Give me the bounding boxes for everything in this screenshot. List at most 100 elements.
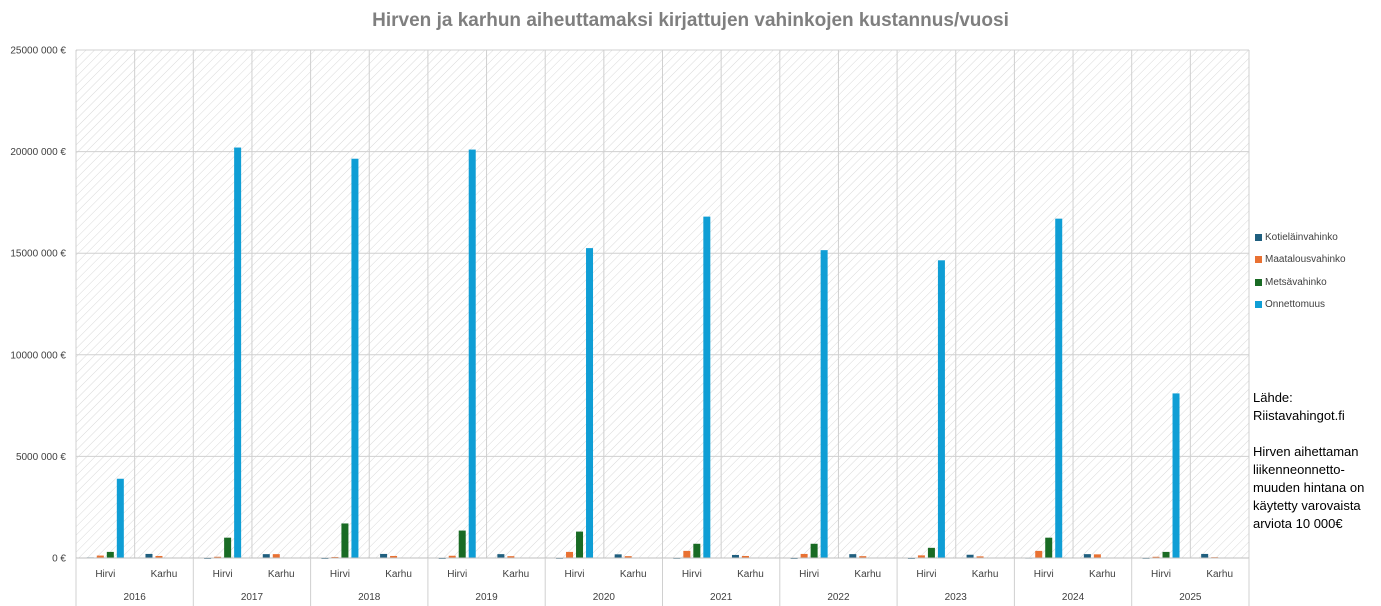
legend-label: Kotieläinvahinko	[1265, 231, 1338, 243]
x-tick-label-animal: Hirvi	[1151, 569, 1171, 580]
x-tick-label-animal: Karhu	[972, 569, 999, 580]
x-tick-label-animal: Hirvi	[447, 569, 467, 580]
bar-Maatalousvahinko	[155, 555, 163, 558]
bar-Kotieläinvahinko	[497, 554, 505, 558]
bar-Maatalousvahinko	[800, 553, 808, 558]
bar-Maatalousvahinko	[566, 551, 574, 558]
y-tick-label: 15000 000 €	[10, 249, 66, 260]
x-tick-label-year: 2025	[1179, 592, 1202, 603]
x-tick-label-animal: Karhu	[854, 569, 881, 580]
bar-Metsävahinko	[693, 543, 701, 558]
legend-label: Onnettomuus	[1265, 299, 1326, 311]
legend-label: Metsävahinko	[1265, 276, 1327, 288]
legend-item: Maatalousvahinko	[1255, 249, 1346, 272]
bar-Kotieläinvahinko	[145, 553, 153, 558]
x-tick-label-animal: Hirvi	[565, 569, 585, 580]
x-tick-label-animal: Karhu	[503, 569, 530, 580]
x-tick-label-year: 2016	[124, 592, 147, 603]
bar-Metsävahinko	[576, 531, 584, 558]
bar-Maatalousvahinko	[331, 556, 339, 558]
x-tick-label-year: 2017	[241, 592, 264, 603]
bar-Metsävahinko	[458, 530, 466, 558]
x-tick-label-animal: Hirvi	[682, 569, 702, 580]
x-tick-label-animal: Hirvi	[95, 569, 115, 580]
bar-Maatalousvahinko	[96, 555, 104, 558]
bar-Onnettomuus	[820, 250, 828, 559]
y-tick-label: 10000 000 €	[10, 350, 66, 361]
y-tick-label: 20000 000 €	[10, 147, 66, 158]
x-tick-label-animal: Hirvi	[916, 569, 936, 580]
x-tick-label-animal: Hirvi	[330, 569, 350, 580]
bar-Onnettomuus	[586, 248, 594, 558]
bar-Kotieläinvahinko	[380, 553, 388, 558]
bar-Onnettomuus	[234, 147, 242, 558]
bar-Maatalousvahinko	[448, 555, 456, 558]
bar-Metsävahinko	[341, 523, 349, 558]
bar-Metsävahinko	[106, 551, 114, 558]
bar-Metsävahinko	[224, 537, 232, 558]
bar-Onnettomuus	[1172, 393, 1180, 558]
legend-item: Onnettomuus	[1255, 294, 1346, 317]
x-tick-label-animal: Karhu	[151, 569, 178, 580]
bar-Maatalousvahinko	[741, 555, 749, 558]
bar-Metsävahinko	[1045, 537, 1053, 558]
x-tick-label-animal: Karhu	[268, 569, 295, 580]
legend-item: Metsävahinko	[1255, 271, 1346, 294]
bar-Metsävahinko	[1162, 551, 1170, 558]
y-tick-label: 5000 000 €	[16, 452, 66, 463]
legend-label: Maatalousvahinko	[1265, 254, 1346, 266]
legend-swatch	[1255, 256, 1262, 264]
x-tick-label-animal: Karhu	[1089, 569, 1116, 580]
bar-Onnettomuus	[703, 216, 711, 558]
chart-title: Hirven ja karhun aiheuttamaksi kirjattuj…	[372, 10, 1009, 31]
y-tick-label: 0 €	[52, 554, 66, 565]
bar-Maatalousvahinko	[214, 556, 222, 558]
x-tick-label-year: 2019	[475, 592, 498, 603]
legend-item: Kotieläinvahinko	[1255, 226, 1346, 249]
bar-Maatalousvahinko	[1152, 556, 1160, 558]
bar-Maatalousvahinko	[917, 555, 925, 558]
bar-Metsävahinko	[927, 547, 935, 558]
x-tick-label-year: 2020	[593, 592, 616, 603]
bar-Kotieläinvahinko	[1201, 553, 1209, 558]
bar-Maatalousvahinko	[1035, 550, 1043, 558]
bar-Kotieläinvahinko	[1083, 554, 1091, 558]
legend-swatch	[1255, 301, 1262, 309]
legend-swatch	[1255, 233, 1262, 241]
x-tick-label-animal: Hirvi	[799, 569, 819, 580]
bar-Onnettomuus	[937, 260, 945, 558]
x-tick-label-animal: Karhu	[1206, 569, 1233, 580]
x-tick-label-year: 2022	[827, 592, 850, 603]
bar-Maatalousvahinko	[859, 556, 867, 558]
y-tick-label: 25000 000 €	[10, 46, 66, 57]
bar-Maatalousvahinko	[624, 556, 632, 558]
x-tick-label-year: 2021	[710, 592, 733, 603]
bar-Maatalousvahinko	[272, 554, 280, 558]
bar-Kotieläinvahinko	[731, 554, 739, 558]
x-tick-label-year: 2024	[1062, 592, 1085, 603]
bar-Maatalousvahinko	[390, 555, 398, 558]
x-tick-label-year: 2023	[945, 592, 968, 603]
bar-Onnettomuus	[116, 478, 124, 558]
x-tick-label-animal: Karhu	[385, 569, 412, 580]
x-tick-label-animal: Karhu	[737, 569, 764, 580]
x-tick-label-animal: Karhu	[620, 569, 647, 580]
chart-legend: Kotieläinvahinko Maatalousvahinko Metsävah…	[1255, 226, 1346, 316]
x-tick-label-year: 2018	[358, 592, 381, 603]
bar-Metsävahinko	[810, 543, 818, 558]
bar-Kotieläinvahinko	[262, 554, 270, 558]
bar-Maatalousvahinko	[507, 556, 515, 558]
bar-Maatalousvahinko	[1093, 554, 1101, 558]
bar-Kotieläinvahinko	[614, 554, 622, 558]
x-tick-label-animal: Hirvi	[1034, 569, 1054, 580]
bar-Maatalousvahinko	[683, 550, 691, 558]
legend-swatch	[1255, 278, 1262, 286]
bar-Onnettomuus	[351, 158, 359, 558]
source-note: Lähde: Riistavahingot.fi Hirven aihettam…	[1253, 390, 1365, 531]
bar-Kotieläinvahinko	[849, 554, 857, 558]
x-tick-label-animal: Hirvi	[213, 569, 233, 580]
bar-Maatalousvahinko	[976, 556, 984, 558]
bar-Onnettomuus	[1055, 218, 1063, 558]
bar-Kotieläinvahinko	[966, 554, 974, 558]
